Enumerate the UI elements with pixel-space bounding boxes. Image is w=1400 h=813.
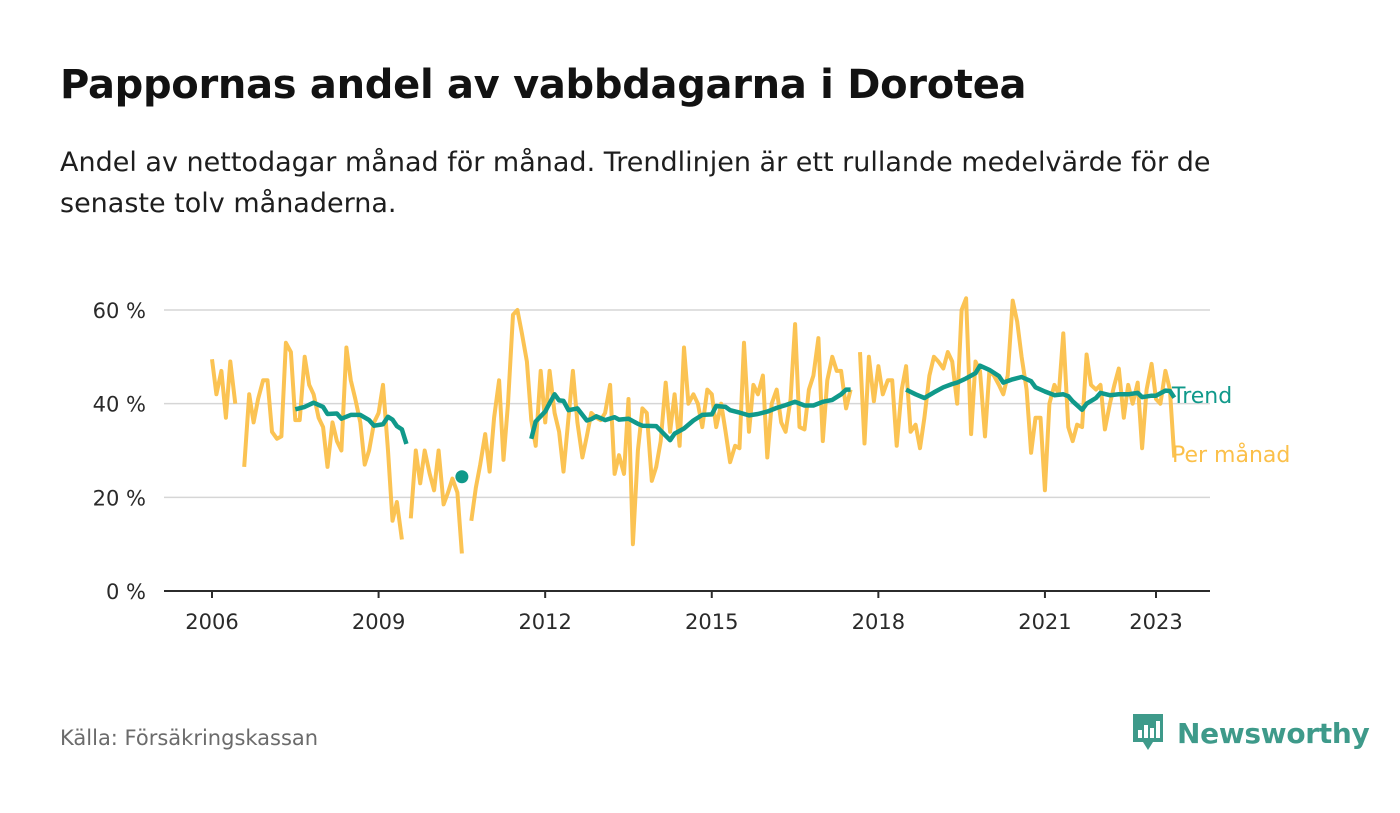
- trend-line: [529, 387, 851, 443]
- trend-line: [294, 400, 409, 445]
- x-tick-label: 2009: [352, 610, 405, 634]
- trend-label: Trend: [1171, 384, 1232, 409]
- monthly-line: [858, 296, 1177, 493]
- chart-series: [210, 296, 1177, 554]
- x-tick-label: 2012: [518, 610, 571, 634]
- brand-name: Newsworthy: [1177, 716, 1370, 750]
- x-tick-label: 2023: [1129, 610, 1182, 634]
- brand-logo[interactable]: Newsworthy: [1131, 712, 1370, 754]
- chart-subtitle: Andel av nettodagar månad för månad. Tre…: [60, 147, 1211, 219]
- y-tick-label: 40 %: [93, 393, 146, 417]
- x-tick-label: 2006: [185, 610, 238, 634]
- y-tick-label: 60 %: [93, 299, 146, 323]
- monthly-line: [242, 340, 404, 540]
- x-tick-label: 2021: [1018, 610, 1071, 634]
- chart-title: Pappornas andel av vabbdagarna i Dorotea: [60, 62, 1027, 108]
- monthly-line: [210, 358, 238, 420]
- y-tick-label: 0 %: [106, 580, 146, 604]
- trend-point: [455, 470, 469, 484]
- y-tick-label: 20 %: [93, 486, 146, 510]
- trend-line: [905, 363, 1177, 413]
- monthly-line: [408, 448, 464, 554]
- newsworthy-logo-icon: [1133, 714, 1163, 750]
- monthly-label: Per månad: [1172, 442, 1290, 468]
- axes: 0 % 20 % 40 % 60 % 2006 2009 2012 2015 2018 2021 2…: [93, 299, 1210, 634]
- monthly-line: [469, 308, 853, 547]
- x-tick-label: 2018: [852, 610, 905, 634]
- series-labels: Trend Per månad: [1171, 384, 1290, 468]
- source-note: Källa: Försäkringskassan: [60, 726, 319, 750]
- x-tick-label: 2015: [685, 610, 738, 634]
